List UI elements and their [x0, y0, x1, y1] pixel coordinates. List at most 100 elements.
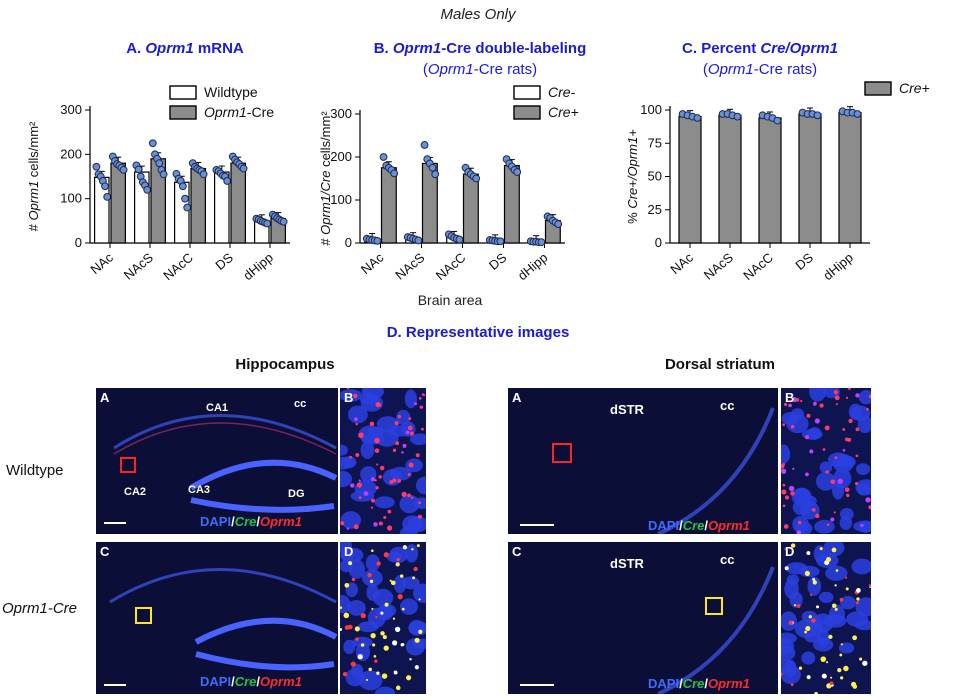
nucleus — [839, 515, 853, 531]
signal-dot — [828, 634, 833, 640]
signal-dot — [822, 448, 826, 451]
signal-dot — [419, 405, 424, 409]
signal-dot — [413, 566, 418, 572]
nucleus — [781, 444, 791, 464]
data-point — [390, 169, 399, 178]
data-point — [92, 162, 101, 171]
signal-dot — [837, 668, 842, 673]
y-axis-label-prefix: % — [625, 209, 640, 224]
y-axis-label-prefix: # — [318, 235, 333, 246]
label-dstr: dSTR — [610, 402, 644, 417]
nucleus — [823, 614, 847, 628]
nucleus — [400, 598, 418, 615]
signal-dot — [862, 660, 868, 666]
stain-legend: DAPI/Cre/Oprm1 — [648, 676, 750, 691]
signal-dot — [856, 597, 860, 601]
signal-dot — [845, 396, 849, 399]
signal-dot — [839, 597, 844, 602]
legend-swatch — [864, 81, 892, 96]
signal-dot — [835, 403, 838, 406]
hippocampus-title: Hippocampus — [235, 356, 335, 373]
micrograph-hippo-wildtype-zoom: B — [340, 388, 426, 534]
nucleus — [340, 444, 348, 456]
signal-dot — [781, 489, 787, 495]
nucleus — [376, 416, 399, 432]
hippocampus-cre-structure — [104, 568, 338, 686]
signal-dot — [340, 521, 345, 526]
bar — [110, 162, 126, 244]
nucleus — [359, 392, 379, 406]
signal-dot — [834, 584, 837, 587]
micro-panel-letter: B — [344, 390, 354, 405]
signal-dot — [346, 388, 350, 390]
y-tick-label: 300 — [330, 106, 352, 121]
nucleus — [825, 565, 848, 581]
signal-dot — [347, 624, 353, 630]
y-tick-label: 200 — [330, 149, 352, 164]
striatum-cre-structure — [520, 566, 775, 694]
signal-dot — [783, 402, 788, 407]
legend-swatch — [169, 105, 197, 120]
signal-dot — [848, 418, 853, 424]
nucleus — [415, 476, 426, 495]
signal-dot — [825, 557, 832, 563]
chart-a-oprm1-mrna: 0 100 200 300 # Oprm1 cells/mm² NAc NAcS NAcC DS… — [26, 84, 290, 283]
y-tick-label: 200 — [60, 146, 82, 161]
signal-dot — [392, 640, 398, 646]
signal-dot — [784, 566, 789, 571]
x-tick-label: NAcS — [392, 250, 427, 283]
signal-dot — [412, 576, 416, 580]
nucleus — [358, 670, 383, 691]
y-tick-label: 0 — [655, 235, 662, 250]
signal-dot — [395, 685, 401, 691]
signal-dot — [374, 479, 377, 482]
bar — [798, 113, 822, 244]
x-tick-label: NAc — [358, 249, 387, 277]
signal-dot — [418, 501, 422, 505]
signal-dot — [371, 549, 374, 552]
label-dstr: dSTR — [610, 556, 644, 571]
nucleus — [340, 389, 363, 402]
signal-dot — [342, 672, 348, 677]
signal-dot — [840, 643, 843, 646]
signal-dot — [386, 525, 393, 531]
signal-dot — [392, 617, 396, 620]
signal-dot — [842, 448, 846, 452]
data-point — [183, 203, 192, 212]
signal-dot — [811, 507, 816, 512]
nucleus — [347, 405, 368, 424]
nucleus — [784, 578, 799, 599]
panel-b-title: B. Oprm1-Cre double-labeling — [373, 40, 587, 57]
signal-dot — [401, 491, 407, 498]
signal-dot — [834, 395, 840, 401]
signal-dot — [830, 517, 835, 522]
x-tick-label: DS — [486, 250, 510, 273]
signal-dot — [782, 504, 786, 508]
y-tick-label: 100 — [640, 102, 662, 117]
y-tick-label: 100 — [330, 192, 352, 207]
signal-dot — [357, 654, 363, 660]
signal-dot — [355, 637, 359, 641]
panel-c-title: C. Percent Cre/Oprm1 — [682, 40, 838, 57]
signal-dot — [860, 523, 864, 528]
signal-dot — [375, 486, 379, 490]
data-point — [420, 141, 429, 149]
figure-super-title: Males Only — [440, 6, 516, 23]
data-point — [223, 177, 232, 185]
signal-dot — [845, 587, 849, 591]
cell-field — [340, 542, 426, 694]
signal-dot — [409, 431, 414, 436]
signal-dot — [784, 547, 787, 551]
signal-dot — [816, 605, 820, 609]
nucleus — [396, 409, 411, 426]
nucleus — [361, 434, 385, 445]
nucleus — [346, 599, 366, 616]
nucleus — [813, 545, 826, 563]
stain-legend: DAPI/Cre/Oprm1 — [200, 514, 302, 529]
signal-dot — [834, 456, 838, 459]
micrograph-striatum-wildtype-zoom: B — [781, 388, 871, 534]
bar — [758, 117, 782, 244]
signal-dot — [371, 506, 374, 509]
signal-dot — [825, 470, 829, 474]
nucleus — [838, 642, 855, 654]
